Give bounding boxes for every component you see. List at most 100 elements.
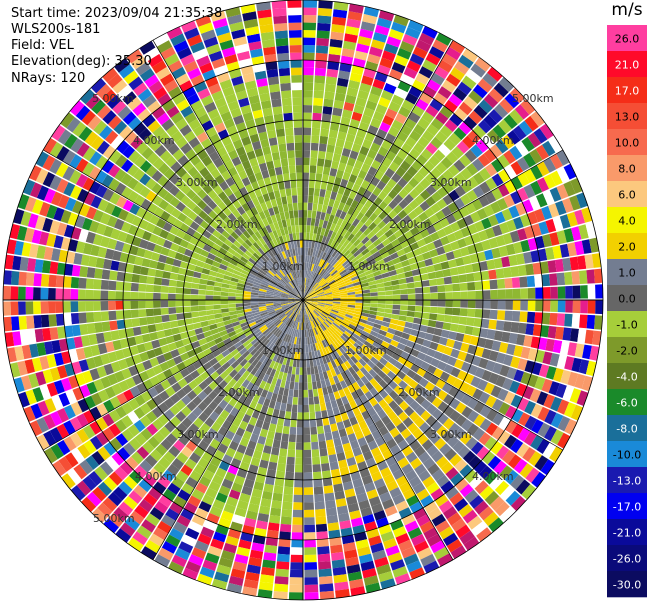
range-gate	[230, 317, 239, 324]
range-gate	[211, 90, 224, 102]
range-gate	[365, 381, 374, 391]
range-gate	[375, 242, 385, 251]
range-gate	[84, 395, 96, 409]
range-gate	[339, 210, 347, 220]
range-gate	[275, 378, 282, 387]
range-gate	[63, 436, 77, 452]
range-gate	[251, 488, 263, 499]
range-gate	[273, 301, 281, 304]
range-gate	[159, 229, 169, 239]
range-gate	[286, 284, 293, 290]
range-gate	[280, 260, 286, 268]
range-gate	[418, 32, 435, 46]
range-gate	[355, 300, 363, 303]
range-gate	[325, 303, 333, 307]
range-gate	[258, 581, 274, 591]
range-gate	[215, 415, 226, 426]
range-gate	[330, 310, 338, 316]
range-gate	[245, 510, 258, 521]
range-gate	[377, 295, 386, 300]
range-gate	[184, 112, 197, 124]
range-gate	[242, 340, 251, 348]
range-gate	[295, 150, 303, 158]
range-gate	[392, 468, 405, 480]
range-gate	[490, 289, 498, 299]
range-gate	[487, 455, 502, 470]
range-gate	[282, 291, 290, 295]
range-gate	[346, 309, 355, 314]
range-gate	[543, 394, 556, 409]
range-gate	[470, 63, 486, 78]
range-gate	[187, 166, 199, 178]
range-gate	[223, 542, 237, 554]
range-gate	[260, 186, 268, 195]
range-gate	[405, 26, 421, 39]
range-gate	[357, 89, 370, 100]
range-gate	[431, 179, 443, 191]
range-gate	[242, 160, 252, 170]
range-gate	[184, 130, 196, 143]
range-gate	[115, 291, 124, 300]
range-gate	[298, 337, 301, 345]
range-gate	[334, 358, 341, 367]
range-gate	[325, 151, 334, 161]
range-gate	[180, 183, 191, 195]
range-gate	[260, 245, 268, 254]
range-gate	[260, 31, 275, 41]
range-gate	[384, 505, 398, 517]
range-gate	[340, 335, 348, 343]
range-gate	[367, 166, 378, 177]
range-gate	[75, 158, 89, 173]
range-gate	[294, 217, 299, 226]
range-gate	[509, 109, 524, 125]
range-gate	[89, 421, 102, 435]
range-gate	[227, 330, 237, 338]
range-gate	[339, 237, 347, 246]
range-gate	[191, 311, 200, 318]
range-gate	[278, 410, 286, 419]
range-gate	[266, 468, 276, 478]
range-gate	[436, 228, 447, 239]
range-gate	[297, 300, 303, 305]
range-gate	[584, 254, 594, 269]
range-gate	[281, 395, 288, 404]
range-gate	[409, 188, 420, 199]
range-gate	[140, 428, 153, 441]
range-gate	[483, 149, 497, 163]
range-gate	[236, 206, 246, 216]
range-gate	[360, 560, 375, 572]
range-gate	[547, 325, 557, 339]
range-gate	[420, 318, 429, 326]
range-gate	[247, 319, 255, 325]
range-gate	[419, 345, 429, 355]
range-gate	[310, 297, 318, 300]
range-label-1km-se: 1.00km	[345, 344, 387, 357]
range-gate	[304, 322, 307, 330]
range-gate	[402, 171, 413, 183]
range-gate	[304, 524, 316, 533]
range-gate	[389, 252, 399, 260]
range-gate	[400, 428, 412, 439]
range-gate	[309, 232, 314, 241]
range-gate	[240, 65, 254, 76]
range-gate	[35, 168, 49, 185]
range-gate	[303, 60, 315, 68]
range-gate	[308, 305, 315, 311]
range-gate	[274, 477, 285, 487]
range-gate	[316, 418, 323, 427]
range-gate	[310, 300, 318, 303]
range-gate	[442, 268, 451, 277]
range-gate	[311, 281, 317, 288]
range-gate	[254, 360, 263, 370]
range-gate	[354, 193, 363, 203]
range-gate	[321, 121, 331, 130]
range-gate	[171, 66, 186, 80]
range-gate	[260, 389, 269, 398]
azimuth-line	[302, 299, 563, 451]
range-gate	[560, 341, 570, 355]
range-gate	[218, 357, 228, 367]
range-gate	[512, 125, 527, 141]
range-gate	[52, 460, 67, 477]
range-gate	[76, 413, 89, 428]
range-gate	[310, 296, 318, 299]
